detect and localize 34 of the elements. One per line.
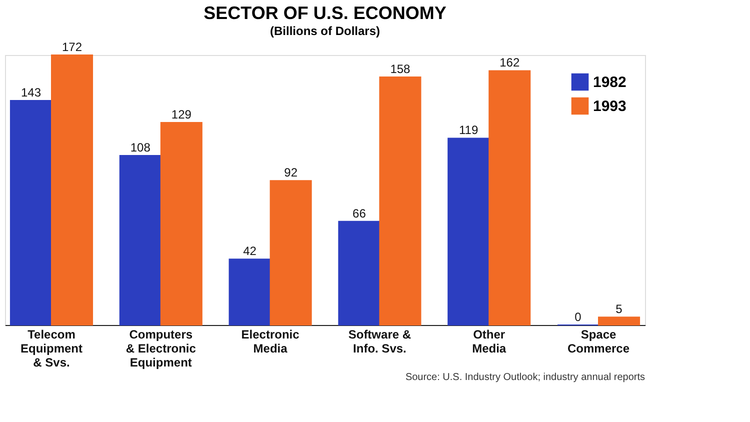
x-tick-label: Electronic Media	[241, 328, 300, 356]
bar	[228, 258, 271, 326]
data-label: 143	[20, 86, 42, 100]
data-label: 108	[130, 140, 151, 154]
data-label: 119	[459, 123, 478, 138]
bar	[338, 220, 380, 326]
legend-label: 1993	[593, 98, 626, 115]
bar	[270, 180, 312, 326]
source-note: Source: U.S. Industry Outlook; industry annual reports	[405, 372, 645, 383]
bar	[50, 54, 94, 326]
bar	[598, 316, 640, 326]
data-label: 158	[390, 62, 411, 76]
x-tick-label: Computers & Electronic Equipment	[126, 328, 196, 370]
data-label: 129	[171, 108, 192, 122]
legend-label: 1982	[593, 74, 626, 91]
bar	[448, 138, 490, 326]
bar	[488, 70, 531, 326]
x-tick-label: Other Media	[472, 328, 506, 356]
data-label: 162	[500, 56, 520, 70]
data-label: 5	[616, 302, 623, 316]
bar	[160, 122, 202, 326]
data-label: 92	[284, 166, 298, 180]
bar	[119, 154, 162, 326]
data-label: 0	[574, 310, 582, 324]
data-label: 172	[62, 40, 82, 54]
x-tick-label: Software & Info. Svs.	[348, 328, 412, 356]
data-label: 42	[243, 244, 257, 258]
bar	[379, 76, 422, 326]
x-tick-label: Telecom Equipment & Svs.	[20, 328, 82, 370]
data-label: 66	[352, 206, 366, 220]
bar	[10, 100, 52, 326]
chart-title: SECTOR OF U.S. ECONOMY	[204, 3, 446, 23]
x-tick-label: Space Commerce	[567, 328, 630, 356]
chart-subtitle: (Billions of Dollars)	[270, 24, 380, 38]
